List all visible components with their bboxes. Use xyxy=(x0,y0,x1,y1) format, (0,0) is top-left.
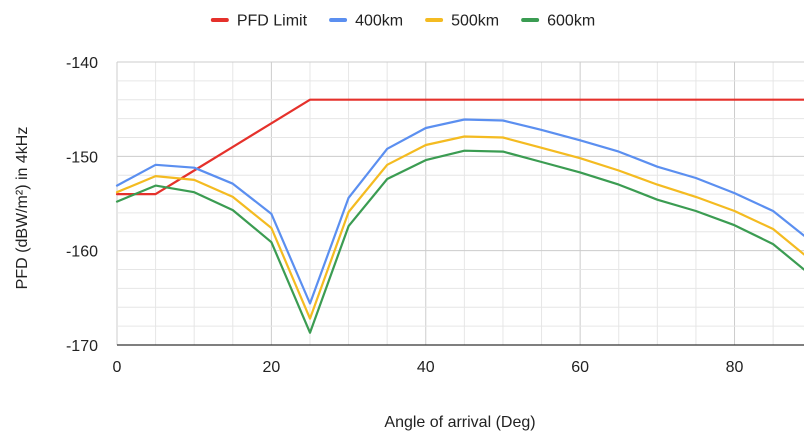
series-line-500km xyxy=(115,135,804,320)
y-tick-label: -150 xyxy=(66,149,98,166)
y-axis-title: PFD (dBW/m²) in 4kHz xyxy=(14,127,31,290)
legend-item-500km[interactable]: 500km xyxy=(425,13,499,30)
x-axis-title: Angle of arrival (Deg) xyxy=(384,414,535,431)
y-tick-label: -160 xyxy=(66,244,98,261)
legend-label: PFD Limit xyxy=(237,13,308,30)
legend-label: 600km xyxy=(547,13,595,30)
y-tick-label: -170 xyxy=(66,338,98,355)
x-tick-label: 0 xyxy=(113,359,122,376)
x-tick-label: 40 xyxy=(417,359,435,376)
series-line-600km xyxy=(115,149,804,334)
legend-label: 500km xyxy=(451,13,499,30)
grid xyxy=(116,61,804,346)
legend: PFD Limit 400km 500km 600km xyxy=(210,13,595,30)
y-tick-label: -140 xyxy=(66,55,98,72)
tick-labels: 0 20 40 60 80 -140 -150 -160 -170 xyxy=(66,55,744,376)
legend-label: 400km xyxy=(355,13,403,30)
legend-item-pfd-limit[interactable]: PFD Limit xyxy=(210,13,308,30)
series-line-pfd-limit xyxy=(115,98,804,196)
series-line-400km xyxy=(115,118,804,305)
x-tick-label: 80 xyxy=(726,359,744,376)
legend-item-600km[interactable]: 600km xyxy=(521,13,595,30)
x-tick-label: 20 xyxy=(262,359,280,376)
series-layer xyxy=(115,98,804,334)
x-tick-label: 60 xyxy=(571,359,589,376)
legend-item-400km[interactable]: 400km xyxy=(329,13,403,30)
